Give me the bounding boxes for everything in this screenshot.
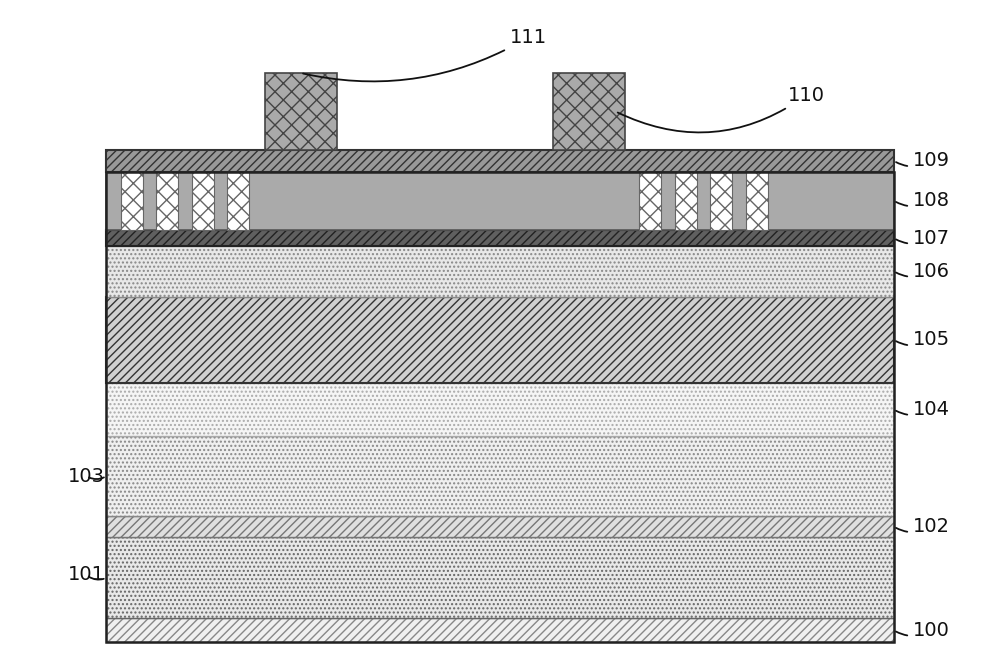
Bar [106, 383, 894, 436]
Bar [106, 436, 894, 517]
Bar [106, 172, 894, 230]
Bar [106, 537, 894, 618]
Bar [639, 172, 661, 230]
Bar [106, 172, 894, 643]
Bar [106, 517, 894, 537]
Bar [746, 172, 768, 230]
Text: 105: 105 [896, 330, 950, 349]
Bar [265, 73, 337, 149]
Text: 109: 109 [896, 151, 950, 170]
Bar [106, 230, 894, 246]
Text: 111: 111 [303, 28, 547, 82]
Bar [106, 149, 894, 172]
Bar [156, 172, 178, 230]
Text: 102: 102 [896, 517, 950, 536]
Bar [106, 297, 894, 383]
Text: 104: 104 [896, 400, 950, 419]
Bar [192, 172, 214, 230]
Text: 103: 103 [68, 466, 105, 486]
Bar [710, 172, 732, 230]
Bar [121, 172, 143, 230]
Text: 107: 107 [896, 228, 950, 247]
Text: 100: 100 [896, 620, 950, 640]
Bar [675, 172, 697, 230]
Bar [227, 172, 249, 230]
Text: 108: 108 [896, 191, 950, 210]
Bar [106, 246, 894, 297]
Text: 101: 101 [68, 565, 105, 584]
Bar [106, 618, 894, 643]
Text: 110: 110 [618, 86, 825, 133]
Bar [553, 73, 625, 149]
Text: 106: 106 [896, 262, 950, 281]
